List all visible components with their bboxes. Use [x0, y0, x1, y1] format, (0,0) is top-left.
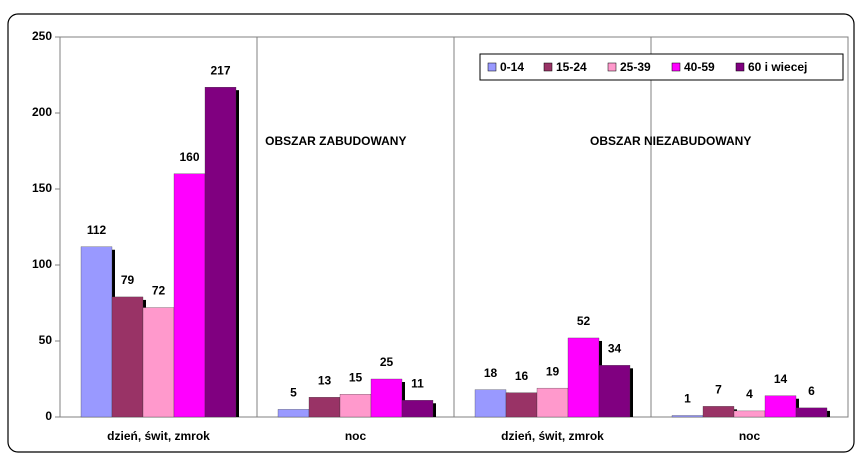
legend-box — [479, 53, 844, 81]
bar — [505, 392, 538, 418]
x-tick-label: noc — [739, 429, 761, 443]
y-tick-label: 250 — [32, 29, 52, 43]
legend-label: 60 i wiecej — [748, 60, 807, 74]
value-label: 79 — [121, 273, 135, 287]
bar — [370, 378, 403, 418]
value-label: 16 — [515, 369, 529, 383]
bar — [308, 397, 341, 418]
bar — [111, 296, 144, 418]
legend-label: 40-59 — [684, 60, 715, 74]
bar — [277, 409, 310, 418]
bar — [702, 406, 735, 418]
bar — [401, 400, 434, 418]
bar — [671, 415, 704, 418]
value-label: 217 — [210, 63, 230, 77]
legend-label: 0-14 — [500, 60, 524, 74]
x-tick-label: dzień, świt, zmrok — [107, 429, 210, 443]
value-label: 112 — [87, 223, 107, 237]
bar — [764, 395, 797, 418]
bar — [567, 337, 600, 418]
annotation: OBSZAR NIEZABUDOWANY — [590, 134, 751, 148]
legend-swatch — [607, 62, 617, 72]
bar — [536, 387, 569, 418]
x-tick-label: dzień, świt, zmrok — [501, 429, 604, 443]
value-label: 52 — [577, 314, 591, 328]
value-label: 15 — [349, 370, 363, 384]
bar — [80, 246, 113, 418]
x-tick-label: noc — [345, 429, 367, 443]
value-label: 13 — [318, 373, 332, 387]
y-tick-label: 100 — [32, 257, 52, 271]
bar — [598, 365, 631, 418]
value-label: 7 — [715, 383, 722, 397]
bar — [204, 87, 237, 418]
value-label: 6 — [808, 384, 815, 398]
legend-swatch — [543, 62, 553, 72]
y-tick-label: 50 — [39, 333, 53, 347]
value-label: 14 — [774, 372, 788, 386]
legend-swatch — [487, 62, 497, 72]
value-label: 11 — [411, 376, 424, 390]
legend-swatch — [735, 62, 745, 72]
legend-label: 15-24 — [556, 60, 587, 74]
value-label: 5 — [290, 386, 297, 400]
value-label: 4 — [746, 387, 753, 401]
bar — [474, 389, 507, 418]
legend-swatch — [671, 62, 681, 72]
value-label: 1 — [684, 392, 691, 406]
bar — [173, 173, 206, 418]
value-label: 19 — [546, 364, 560, 378]
annotation: OBSZAR ZABUDOWANY — [265, 134, 406, 148]
bar — [795, 407, 828, 418]
bar — [733, 410, 766, 418]
value-label: 160 — [179, 150, 199, 164]
bar — [339, 394, 372, 418]
legend-label: 25-39 — [620, 60, 651, 74]
y-tick-label: 0 — [45, 409, 52, 423]
bar — [142, 307, 175, 418]
value-label: 18 — [484, 366, 498, 380]
value-label: 34 — [608, 341, 622, 355]
y-tick-label: 150 — [32, 181, 52, 195]
value-label: 25 — [380, 355, 394, 369]
y-tick-label: 200 — [32, 105, 52, 119]
value-label: 72 — [152, 284, 166, 298]
